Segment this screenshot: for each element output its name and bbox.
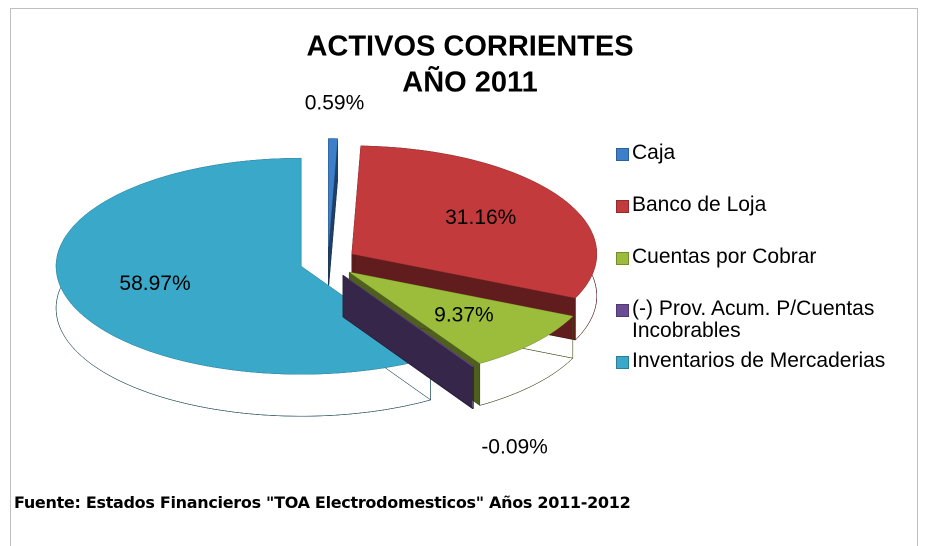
legend-swatch xyxy=(616,252,629,265)
chart-frame xyxy=(10,8,918,546)
data-label: 9.37% xyxy=(434,304,494,327)
legend-swatch xyxy=(616,304,629,317)
legend-swatch xyxy=(616,148,629,161)
legend-item: Banco de Loja xyxy=(616,194,906,246)
data-label: 31.16% xyxy=(445,206,516,229)
legend-item: Cuentas por Cobrar xyxy=(616,246,906,298)
legend-label: Cuentas por Cobrar xyxy=(632,245,817,268)
data-label: 0.59% xyxy=(305,92,365,115)
legend: Caja Banco de Loja Cuentas por Cobrar (-) P… xyxy=(616,142,906,402)
slice xyxy=(351,145,598,299)
data-label: 58.97% xyxy=(119,272,190,295)
pie: 0.59% 31.16% 9.37% -0.09% 58.97% xyxy=(55,92,598,458)
slice xyxy=(328,138,338,247)
legend-label: Inventarios de Mercaderias xyxy=(632,349,886,372)
legend-label: Banco de Loja xyxy=(632,193,767,216)
slice xyxy=(342,274,475,367)
data-label: -0.09% xyxy=(481,435,548,458)
chart-title: AÑO 2011 xyxy=(402,65,537,99)
legend-item: (-) Prov. Acum. P/Cuentas Incobrables xyxy=(616,298,906,350)
legend-item: Caja xyxy=(616,142,906,194)
legend-label: Caja xyxy=(632,141,676,164)
slice-side xyxy=(342,274,475,410)
legend-item: Inventarios de Mercaderias xyxy=(616,350,906,402)
legend-label: (-) Prov. Acum. P/Cuentas Incobrables xyxy=(632,297,875,342)
legend-swatch xyxy=(616,356,629,369)
chart-title: ACTIVOS CORRIENTES xyxy=(306,31,633,63)
footer: Fuente: Estados Financieros "TOA Electro… xyxy=(14,493,631,512)
slice xyxy=(349,271,574,364)
legend-swatch xyxy=(616,200,629,213)
slice xyxy=(55,157,432,375)
